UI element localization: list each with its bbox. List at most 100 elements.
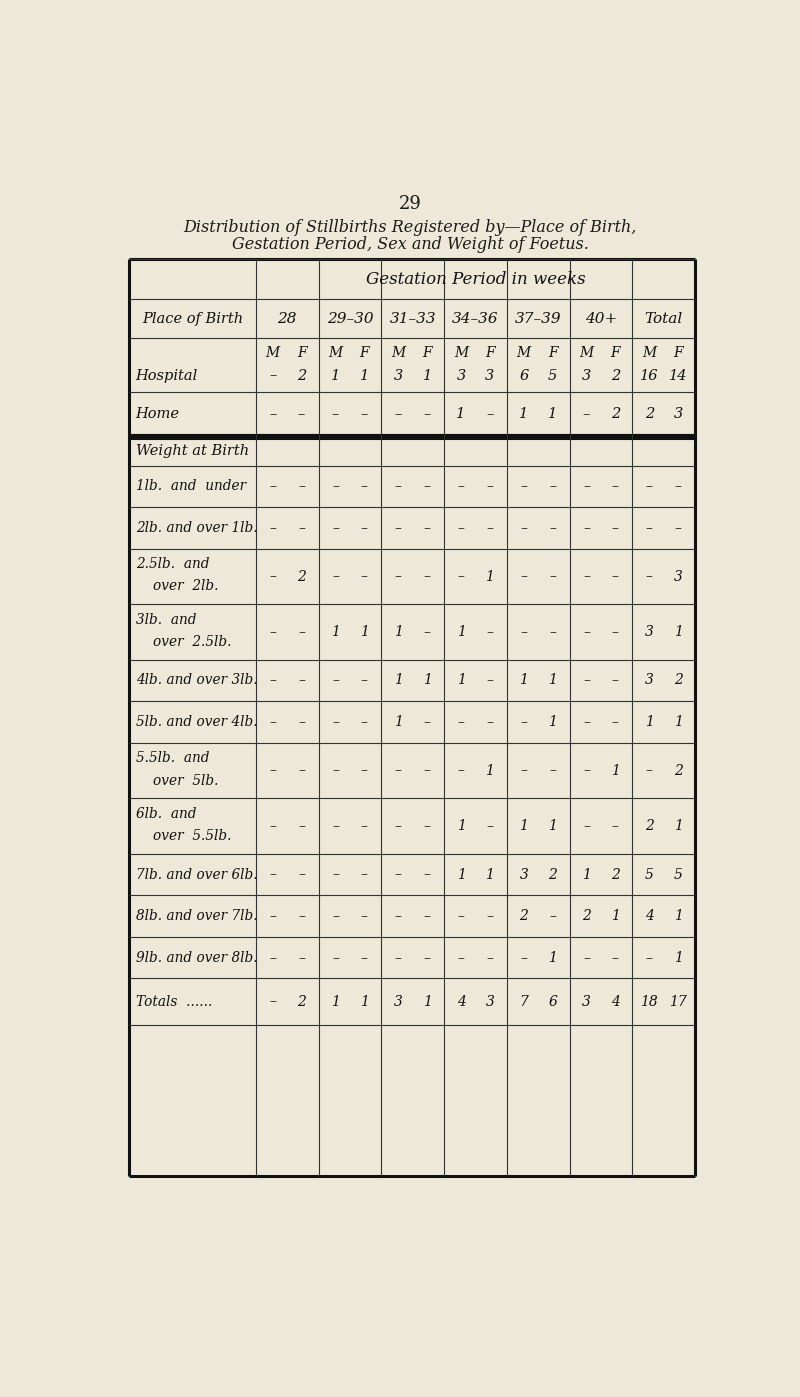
Text: –: – [520,764,527,778]
Text: over  5.5lb.: over 5.5lb. [153,828,231,842]
Text: –: – [583,521,590,535]
Text: –: – [424,715,430,729]
Text: 3: 3 [582,995,591,1009]
Text: over  5lb.: over 5lb. [153,774,218,788]
Text: 6: 6 [548,995,557,1009]
Text: –: – [583,407,590,420]
Text: –: – [674,479,682,493]
Text: –: – [424,624,430,638]
Text: Gestation Period in weeks: Gestation Period in weeks [366,271,586,288]
Text: 1: 1 [457,868,466,882]
Text: –: – [394,521,402,535]
Text: –: – [486,624,494,638]
Text: –: – [394,407,402,420]
Text: –: – [550,624,556,638]
Text: 8lb. and over 7lb.: 8lb. and over 7lb. [136,909,258,923]
Text: 1: 1 [422,673,431,687]
Text: –: – [298,909,305,923]
Text: –: – [298,951,305,965]
Text: –: – [612,819,619,833]
Text: –: – [583,951,590,965]
Text: 4: 4 [611,995,620,1009]
Text: 2: 2 [645,407,654,420]
Text: 5: 5 [674,868,682,882]
Text: 1: 1 [674,951,682,965]
Text: 3: 3 [674,570,682,584]
Text: Totals  ......: Totals ...... [136,995,212,1009]
Text: –: – [612,521,619,535]
Text: 2lb. and over 1lb.: 2lb. and over 1lb. [136,521,258,535]
Text: –: – [583,479,590,493]
Text: –: – [332,764,339,778]
Text: 1: 1 [674,624,682,638]
Text: –: – [270,909,276,923]
Text: F: F [359,346,369,360]
Text: –: – [612,570,619,584]
Text: F: F [485,346,494,360]
Text: 28: 28 [278,312,297,326]
Text: 1: 1 [331,995,340,1009]
Text: –: – [458,570,465,584]
Text: F: F [422,346,432,360]
Text: Place of Birth: Place of Birth [142,312,243,326]
Text: –: – [361,868,368,882]
Text: –: – [332,909,339,923]
Text: 3: 3 [582,369,591,383]
Text: –: – [424,868,430,882]
Text: –: – [458,479,465,493]
Text: F: F [610,346,620,360]
Text: 3: 3 [394,995,402,1009]
Text: 14: 14 [669,369,687,383]
Text: Weight at Birth: Weight at Birth [136,444,249,458]
Text: –: – [520,570,527,584]
Text: –: – [298,521,305,535]
Text: –: – [520,951,527,965]
Text: –: – [520,715,527,729]
Text: –: – [520,521,527,535]
Text: 2: 2 [674,764,682,778]
Text: 16: 16 [640,369,658,383]
Text: –: – [583,715,590,729]
Text: –: – [612,673,619,687]
Text: 1: 1 [548,951,557,965]
Text: M: M [328,346,342,360]
Text: 1: 1 [331,624,340,638]
Text: Gestation Period, Sex and Weight of Foetus.: Gestation Period, Sex and Weight of Foet… [231,236,589,253]
Text: –: – [583,764,590,778]
Text: 6lb.  and: 6lb. and [136,807,196,821]
Text: –: – [361,764,368,778]
Text: –: – [361,479,368,493]
Text: –: – [394,570,402,584]
Text: –: – [583,624,590,638]
Text: 6: 6 [519,369,529,383]
Text: –: – [486,521,494,535]
Text: –: – [332,407,339,420]
Text: –: – [646,951,653,965]
Text: –: – [486,407,494,420]
Text: –: – [270,995,276,1009]
Text: –: – [298,479,305,493]
Text: –: – [520,479,527,493]
Text: –: – [550,764,556,778]
Text: –: – [458,764,465,778]
Text: –: – [270,673,276,687]
Text: 1: 1 [360,995,369,1009]
Text: 18: 18 [641,995,658,1009]
Text: 1: 1 [674,909,682,923]
Text: 3: 3 [674,407,683,420]
Text: –: – [298,868,305,882]
Text: –: – [423,407,431,420]
Text: –: – [612,479,619,493]
Text: –: – [298,673,305,687]
Text: 1: 1 [486,764,494,778]
Text: 3: 3 [394,369,403,383]
Text: Hospital: Hospital [136,369,198,383]
Text: 1: 1 [422,995,431,1009]
Text: Distribution of Stillbirths Registered by—Place of Birth,: Distribution of Stillbirths Registered b… [183,219,637,236]
Text: 1: 1 [519,819,528,833]
Text: 1: 1 [331,369,340,383]
Text: –: – [424,570,430,584]
Text: 1: 1 [457,624,466,638]
Text: –: – [394,951,402,965]
Text: F: F [674,346,683,360]
